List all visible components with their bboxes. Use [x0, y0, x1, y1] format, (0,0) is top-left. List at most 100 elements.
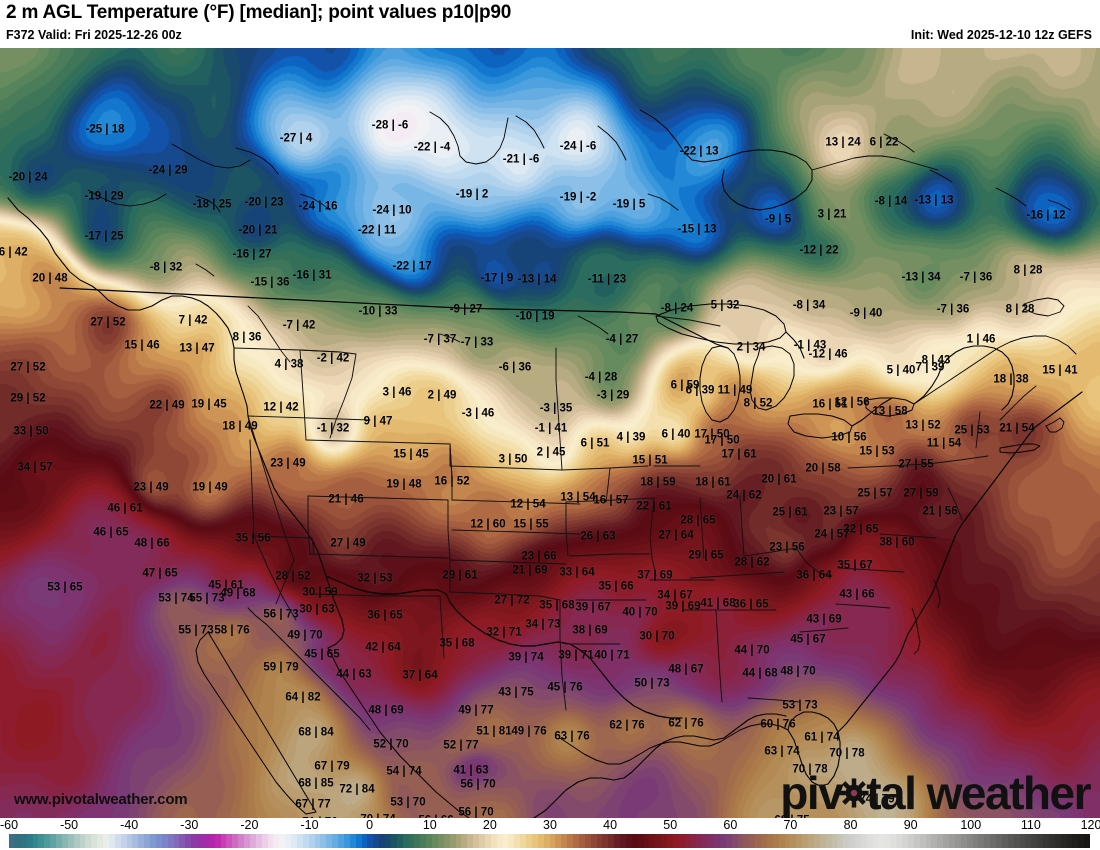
point-value-label: 19 | 45: [191, 398, 227, 411]
point-value-label: 28 | 52: [275, 570, 311, 583]
point-value-label: 33 | 50: [13, 425, 49, 438]
colorbar-swatch: [1066, 834, 1073, 848]
colorbar-swatch: [925, 834, 932, 848]
colorbar-tick: 40: [603, 818, 618, 832]
point-value-label: 30 | 63: [299, 603, 335, 616]
colorbar-swatch: [437, 834, 444, 848]
colorbar-swatch: [132, 834, 139, 848]
point-value-label: 8 | 52: [743, 397, 773, 410]
colorbar-tick: 60: [723, 818, 738, 832]
colorbar-swatch: [849, 834, 855, 848]
colorbar-swatch: [667, 834, 673, 848]
point-value-label: 23 | 66: [521, 550, 557, 563]
point-value-label: 56 | 66: [418, 815, 453, 818]
point-value-label: 23 | 49: [133, 481, 169, 494]
colorbar-swatch: [173, 834, 180, 848]
colorbar-swatch: [1007, 834, 1014, 848]
point-value-label: 25 | 57: [857, 487, 893, 500]
point-value-label: 53 | 74: [158, 592, 194, 605]
point-value-label: 20 | 58: [805, 462, 841, 475]
point-value-label: -18 | 25: [192, 198, 232, 211]
colorbar-swatch: [1048, 834, 1055, 848]
colorbar-swatch: [349, 834, 356, 848]
point-value-label: 21 | 69: [512, 564, 548, 577]
point-value-label: 23 | 49: [270, 457, 306, 470]
colorbar-swatch: [179, 834, 186, 848]
point-value-label: 12 | 42: [263, 401, 299, 414]
colorbar-swatch: [426, 834, 432, 848]
point-value-label: -7 | 37: [423, 333, 457, 346]
colorbar-swatch: [255, 834, 262, 848]
point-value-label: 48 | 66: [134, 537, 170, 550]
point-value-label: 17 | 50: [694, 428, 730, 441]
colorbar-swatch: [778, 834, 785, 848]
point-value-label: 8 | 28: [1005, 303, 1035, 316]
colorbar-swatch: [949, 834, 955, 848]
colorbar-swatch: [320, 834, 327, 848]
colorbar-gradient[interactable]: [9, 834, 1091, 848]
point-value-label: 52 | 70: [373, 738, 409, 751]
colorbar-swatch: [978, 834, 985, 848]
point-value-label: -20 | 21: [238, 224, 278, 237]
colorbar-swatch: [655, 834, 662, 848]
colorbar-swatch: [896, 834, 902, 848]
colorbar-swatch: [214, 834, 221, 848]
colorbar-tick: 20: [482, 818, 497, 832]
colorbar-swatch: [285, 834, 291, 848]
point-value-label: 25 | 61: [772, 506, 808, 519]
colorbar-tick: 110: [1020, 818, 1041, 832]
point-value-label: 3 | 46: [382, 386, 412, 399]
point-value-label: -19 | -2: [559, 191, 597, 204]
point-value-label: -21 | -6: [502, 153, 540, 166]
colorbar-swatch: [913, 834, 920, 848]
point-value-label: -2 | 42: [316, 352, 350, 365]
point-value-label: 21 | 46: [328, 493, 364, 506]
colorbar-swatch: [643, 834, 650, 848]
colorbar-swatch: [1019, 834, 1026, 848]
point-value-label: 55 | 73: [178, 624, 214, 637]
colorbar-swatch: [831, 834, 838, 848]
colorbar-swatch: [690, 834, 697, 848]
colorbar-swatch: [954, 834, 961, 848]
point-value-label: 6 | 51: [580, 437, 610, 450]
colorbar-swatch: [725, 834, 732, 848]
point-value-label: 49 | 77: [458, 704, 494, 717]
colorbar-swatch: [702, 834, 709, 848]
colorbar-swatch: [719, 834, 726, 848]
point-value-label: 51 | 81: [476, 725, 512, 738]
point-value-label: 5 | 40: [886, 364, 916, 377]
point-value-label: 12 | 56: [834, 396, 870, 409]
point-value-label: 40 | 70: [622, 606, 658, 619]
point-value-label: 35 | 68: [439, 637, 475, 650]
point-value-label: 18 | 49: [222, 420, 258, 433]
colorbar-swatch: [631, 834, 638, 848]
colorbar-swatch: [567, 834, 573, 848]
point-value-label: 11 | 54: [926, 437, 962, 450]
colorbar-swatch: [1072, 834, 1079, 848]
point-value-label: 41 | 68: [700, 597, 736, 610]
point-value-label: 15 | 51: [632, 454, 668, 467]
point-value-label: 56 | 70: [460, 778, 496, 791]
point-value-label: 43 | 69: [806, 613, 842, 626]
point-value-label: 4 | 39: [616, 431, 646, 444]
point-value-label: 53 | 70: [390, 796, 426, 809]
point-value-label: 39 | 74: [508, 651, 544, 664]
colorbar-swatch: [479, 834, 485, 848]
point-value-label: 38 | 69: [572, 624, 608, 637]
map-canvas[interactable]: -25 | 18 -27 | 4 -28 | -6 -22 | -4 -21 | -6 -…: [0, 48, 1100, 818]
colorbar-tick: 50: [663, 818, 678, 832]
point-value-label: 17 | 61: [721, 448, 757, 461]
point-value-label: 11 | 49: [717, 384, 753, 397]
colorbar-swatch: [1054, 834, 1061, 848]
colorbar-swatch: [878, 834, 885, 848]
point-value-label: 20 | 48: [32, 272, 68, 285]
point-value-label: 55 | 73: [189, 592, 225, 605]
point-value-label: 34 | 67: [657, 589, 693, 602]
colorbar-swatch: [197, 834, 203, 848]
point-value-label: 1 | 46: [966, 333, 996, 346]
colorbar-tick: 30: [543, 818, 557, 832]
colorbar-swatch: [138, 834, 145, 848]
colorbar-swatch: [9, 834, 15, 848]
colorbar-swatch: [520, 834, 526, 848]
point-value-label: 56 | 70: [458, 806, 494, 818]
